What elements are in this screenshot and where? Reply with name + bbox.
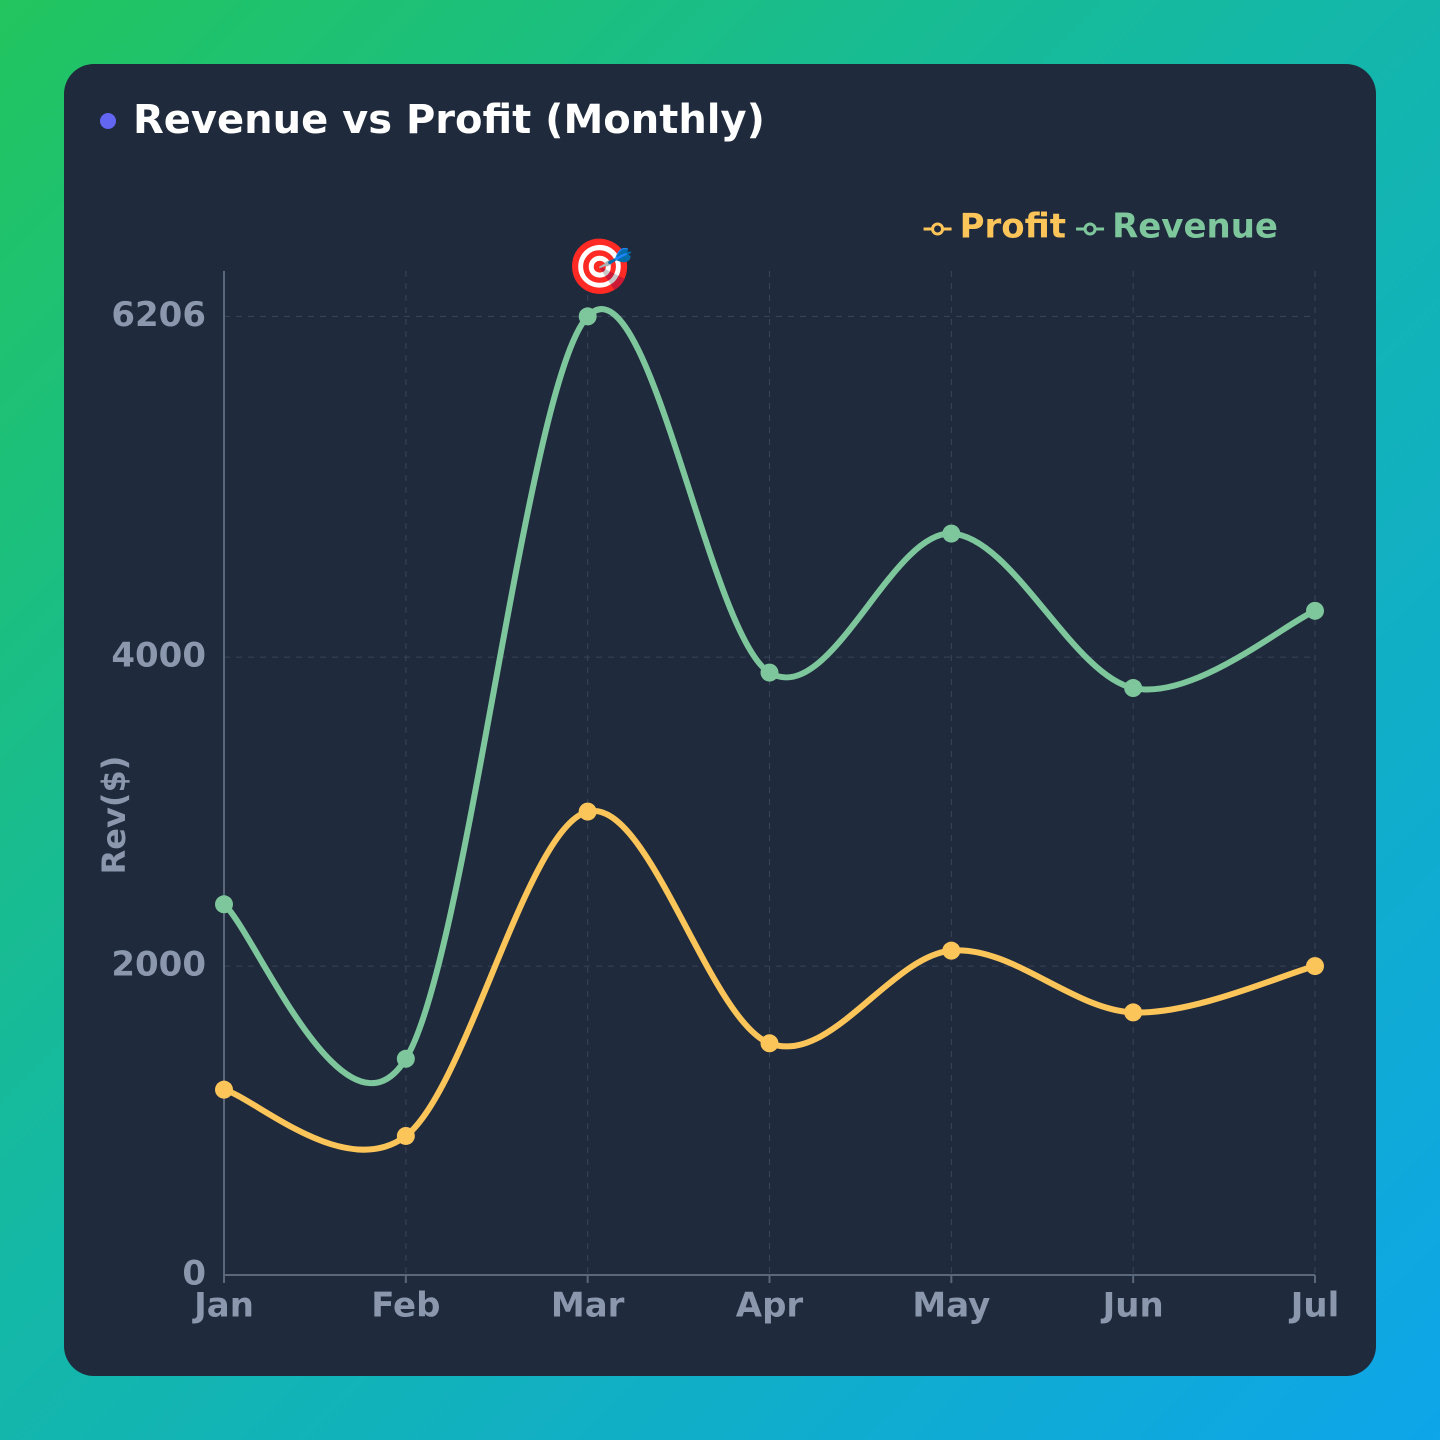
data-point (1124, 679, 1143, 698)
data-point (215, 1080, 233, 1099)
legend-marker (1083, 222, 1097, 236)
data-point (760, 663, 779, 682)
data-point (1306, 957, 1324, 976)
data-point (578, 802, 597, 821)
x-tick-label: Jul (1289, 1286, 1340, 1326)
x-tick-label: Mar (551, 1286, 625, 1326)
chart-title: Revenue vs Profit (Monthly) (133, 97, 765, 143)
y-tick-label: 0 (182, 1254, 206, 1294)
x-tick-label: Jun (1101, 1286, 1164, 1326)
data-point (942, 941, 961, 960)
title-dot (100, 113, 116, 129)
data-point (760, 1034, 779, 1053)
y-tick-label: 6206 (111, 295, 206, 335)
data-point (215, 895, 233, 914)
data-point (396, 1049, 415, 1068)
y-tick-label: 2000 (111, 945, 206, 985)
data-point (1306, 601, 1324, 620)
x-tick-label: Jan (192, 1286, 254, 1326)
data-point (396, 1126, 415, 1145)
data-point (1124, 1003, 1143, 1022)
card (64, 64, 1376, 1376)
y-tick-label: 4000 (111, 636, 206, 676)
legend-label: Profit (960, 207, 1067, 247)
annotation: 🎯 (566, 235, 633, 298)
data-point (942, 524, 961, 543)
x-tick-label: Feb (371, 1286, 440, 1326)
legend-marker (931, 222, 945, 236)
x-tick-label: May (912, 1286, 990, 1326)
x-tick-label: Apr (736, 1286, 804, 1326)
legend-label: Revenue (1112, 207, 1278, 247)
data-point (578, 307, 597, 326)
y-axis-label: Rev($) (95, 756, 133, 875)
